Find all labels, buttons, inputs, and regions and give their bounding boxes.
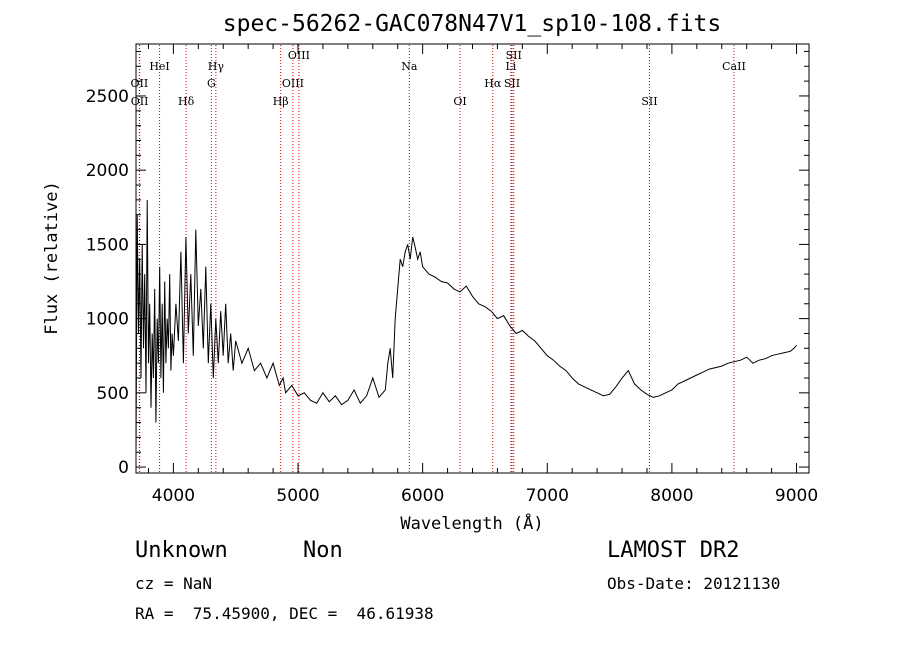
line-marker-label: OII [131, 77, 149, 90]
y-tick-label: 1500 [86, 235, 129, 255]
observation-date: Obs-Date: 20121130 [607, 574, 781, 593]
y-axis-label: Flux (relative) [42, 181, 62, 335]
line-marker-label: OII [131, 95, 149, 108]
line-marker-label: SII [641, 95, 657, 108]
line-marker-label: G [207, 77, 216, 90]
x-axis-label: Wavelength (Å) [400, 512, 543, 534]
y-tick-label: 2500 [86, 87, 129, 107]
y-tick-label: 500 [97, 384, 129, 404]
y-tick-label: 1000 [86, 310, 129, 330]
line-marker-label: OIII [282, 77, 304, 90]
y-tick-label: 0 [118, 458, 129, 478]
coordinates: RA = 75.45900, DEC = 46.61938 [135, 604, 434, 623]
x-tick-label: 8000 [650, 486, 693, 506]
chart-title: spec-56262-GAC078N47V1_sp10-108.fits [223, 11, 722, 37]
x-tick-label: 5000 [276, 486, 319, 506]
line-marker-label: SII [504, 77, 520, 90]
line-marker-label: Hδ [178, 95, 195, 108]
x-tick-label: 9000 [775, 486, 818, 506]
spectrum-series [135, 199, 797, 453]
line-marker-label: Hβ [273, 95, 289, 108]
x-tick-label: 6000 [401, 486, 444, 506]
line-marker-label: OI [453, 95, 466, 108]
redshift-value: cz = NaN [135, 574, 213, 593]
spectrum-line [135, 199, 797, 453]
line-marker-label: Li [505, 60, 516, 73]
line-marker-label: Na [401, 60, 418, 73]
y-tick-label: 2000 [86, 161, 129, 181]
object-class: Unknown [135, 538, 228, 563]
line-marker-label: Hγ [208, 60, 225, 73]
line-marker-label: CaII [722, 60, 746, 73]
survey-name: LAMOST DR2 [607, 538, 740, 563]
plot-frame [135, 43, 810, 474]
y-axis: 0 500 1000 1500 2000 2500 [86, 50, 809, 478]
line-marker-label: SII [506, 49, 522, 62]
line-marker-label: OIII [288, 49, 310, 62]
object-subclass: Non [303, 538, 343, 563]
x-axis: 4000 5000 6000 7000 8000 9000 [147, 44, 818, 506]
line-marker-label: HeI [149, 60, 169, 73]
line-marker-label: Hα [484, 77, 502, 90]
x-tick-label: 4000 [152, 486, 195, 506]
x-tick-label: 7000 [526, 486, 569, 506]
